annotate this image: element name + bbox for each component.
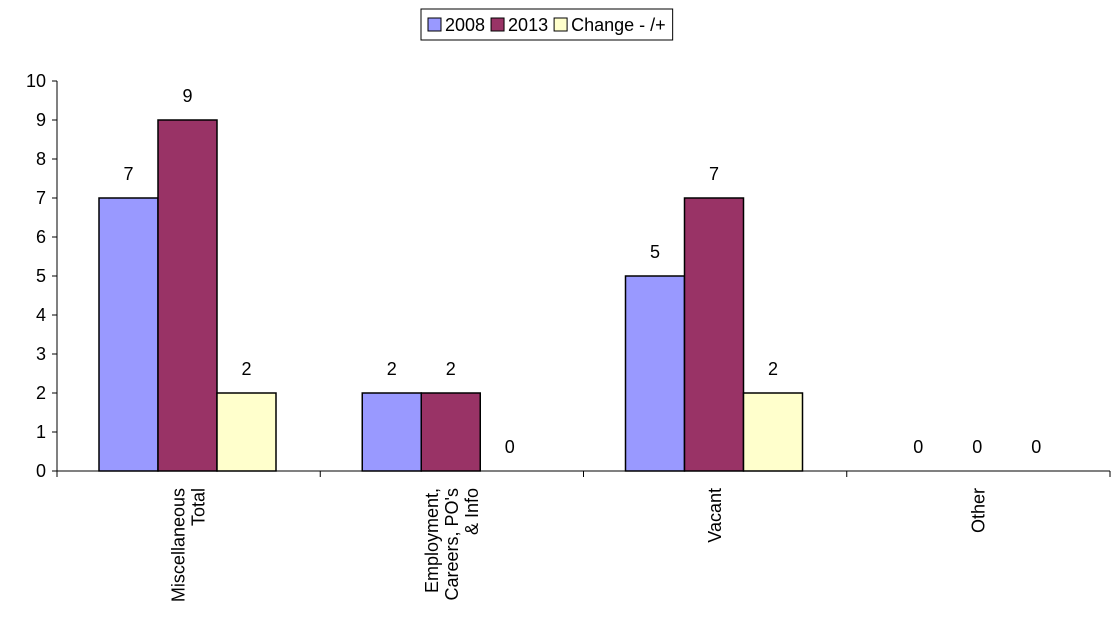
bar-change-: [216, 392, 277, 472]
data-label: 2: [446, 359, 456, 379]
legend-swatch: [490, 17, 505, 32]
data-label: 0: [1031, 437, 1041, 457]
data-label: 2: [387, 359, 397, 379]
bar-2008: [361, 392, 422, 472]
x-axis: Miscellaneous Total Employment, Careers, PO…: [56, 470, 1111, 602]
y-tick-label: 7: [36, 188, 46, 208]
bar-2008: [624, 275, 686, 472]
x-category-label-line: Careers, PO's: [442, 488, 462, 600]
data-label: 7: [123, 164, 133, 184]
x-category-label-line: Miscellaneous: [169, 488, 189, 602]
bar-2013: [420, 392, 481, 472]
legend-label: 2013: [508, 15, 548, 35]
x-category-label: Employment, Careers, PO's & Info: [422, 488, 482, 600]
y-tick-label: 1: [36, 422, 46, 442]
y-tick-label: 9: [36, 110, 46, 130]
y-tick-label: 6: [36, 227, 46, 247]
data-labels: 7 2 5 0 9 2 7 0 2 0 2 0: [123, 86, 1041, 457]
data-label: 5: [650, 242, 660, 262]
data-label: 9: [182, 86, 192, 106]
data-label: 2: [768, 359, 778, 379]
y-tick-label: 5: [36, 266, 46, 286]
y-axis: 0 1 2 3 4 5 6 7 8 9 10: [26, 71, 58, 481]
y-tick-label: 0: [36, 461, 46, 481]
legend-label: 2008: [445, 15, 485, 35]
legend-swatch: [427, 17, 442, 32]
bar-2013: [683, 197, 745, 472]
y-tick-label: 3: [36, 344, 46, 364]
legend: 2008 2013 Change - /+: [420, 8, 674, 41]
legend-swatch: [553, 17, 568, 32]
x-category-label-line: & Info: [462, 488, 482, 535]
y-tick-label: 2: [36, 383, 46, 403]
legend-box: [420, 8, 674, 41]
x-category-label-line: Total: [189, 488, 209, 526]
data-label: 0: [505, 437, 515, 457]
x-category-label-line: Vacant: [705, 488, 725, 543]
x-category-label: Other: [968, 488, 988, 533]
bar-2008: [98, 197, 159, 472]
bar-change-: [742, 392, 804, 472]
x-category-label-line: Employment,: [422, 488, 442, 593]
x-category-label: Vacant: [705, 488, 725, 543]
data-label: 0: [972, 437, 982, 457]
y-tick-label: 4: [36, 305, 46, 325]
data-label: 0: [913, 437, 923, 457]
bar-2013: [157, 119, 218, 472]
data-label: 7: [709, 164, 719, 184]
legend-label: Change - /+: [571, 15, 666, 35]
y-tick-label: 8: [36, 149, 46, 169]
y-tick-label: 10: [26, 71, 46, 91]
data-label: 2: [241, 359, 251, 379]
x-category-label-line: Other: [968, 488, 988, 533]
x-category-label: Miscellaneous Total: [169, 488, 209, 602]
plot-bars: [98, 119, 804, 472]
